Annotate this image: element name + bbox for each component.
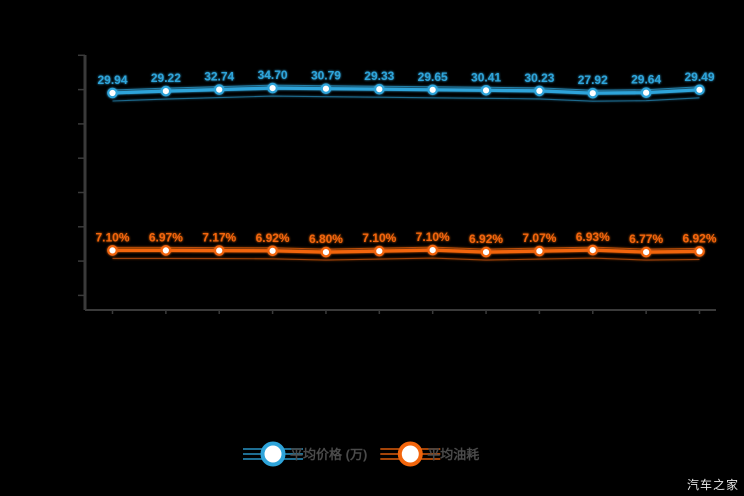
svg-text:29.94: 29.94 [97, 73, 127, 87]
svg-text:平均油耗: 平均油耗 [427, 447, 479, 462]
svg-text:6.93%: 6.93% [576, 230, 610, 244]
svg-text:7.17%: 7.17% [202, 231, 236, 245]
svg-text:6.92%: 6.92% [256, 231, 290, 245]
svg-text:30.41: 30.41 [471, 70, 501, 84]
svg-text:7.10%: 7.10% [362, 231, 396, 245]
svg-text:29.22: 29.22 [151, 71, 181, 85]
svg-text:7.07%: 7.07% [522, 231, 556, 245]
svg-text:32.74: 32.74 [204, 70, 234, 84]
svg-text:30.79: 30.79 [311, 69, 341, 83]
svg-text:汽车之家: 汽车之家 [687, 477, 739, 492]
svg-text:29.33: 29.33 [364, 69, 394, 83]
svg-text:7.10%: 7.10% [95, 230, 129, 244]
svg-text:6.77%: 6.77% [629, 232, 663, 246]
svg-text:6.97%: 6.97% [149, 230, 183, 244]
svg-text:平均价格 (万): 平均价格 (万) [290, 447, 367, 462]
svg-text:34.70: 34.70 [258, 68, 288, 82]
svg-text:30.23: 30.23 [524, 71, 554, 85]
svg-text:29.65: 29.65 [418, 70, 448, 84]
svg-text:6.80%: 6.80% [309, 232, 343, 246]
svg-text:29.49: 29.49 [684, 70, 714, 84]
svg-text:7.10%: 7.10% [416, 230, 450, 244]
svg-text:27.92: 27.92 [578, 73, 608, 87]
svg-text:6.92%: 6.92% [682, 231, 716, 245]
svg-text:6.92%: 6.92% [469, 232, 503, 246]
svg-text:29.64: 29.64 [631, 73, 661, 87]
